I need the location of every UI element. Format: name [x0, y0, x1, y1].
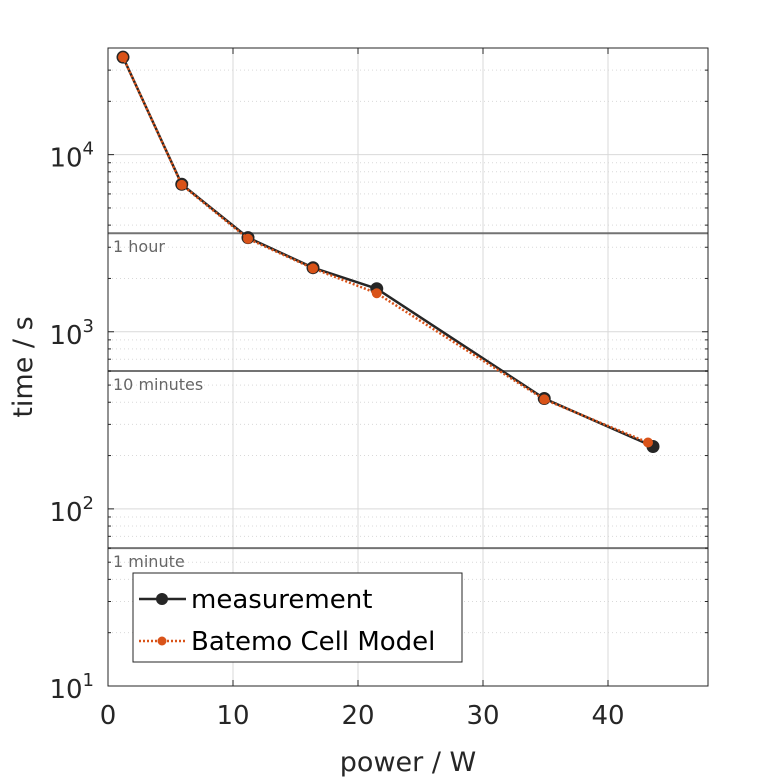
x-tick-label: 0	[100, 701, 117, 731]
legend: measurement Batemo Cell Model	[132, 572, 463, 663]
reference-line-label: 1 minute	[113, 552, 185, 571]
x-tick-label: 10	[216, 701, 249, 731]
data-point	[243, 233, 253, 244]
x-tick-label: 40	[591, 701, 624, 731]
reference-lines: 1 hour 10 minutes 1 minute	[108, 232, 708, 571]
legend-marker-model	[157, 636, 167, 646]
data-point	[643, 437, 653, 448]
data-point	[371, 288, 382, 299]
data-point	[118, 52, 128, 63]
x-axis-label: power / W	[340, 747, 476, 778]
y-tick-label: 103	[49, 316, 94, 351]
legend-label-model: Batemo Cell Model	[191, 627, 435, 657]
plot-area-frame	[107, 47, 709, 687]
data-point	[308, 263, 318, 274]
data-point	[176, 179, 187, 190]
y-tick-label: 102	[49, 493, 94, 528]
legend-box	[132, 572, 463, 663]
data-point	[539, 394, 550, 405]
reference-line-label: 1 hour	[113, 237, 165, 256]
x-tick-label: 30	[466, 701, 499, 731]
series-layer	[116, 50, 660, 454]
y-tick-label: 101	[49, 670, 94, 705]
legend-marker-measurement	[156, 593, 168, 605]
legend-label-measurement: measurement	[191, 585, 372, 615]
y-tick-label: 104	[49, 139, 94, 174]
axis-ticks: 0 10 20 30 40 101 102 103 104	[49, 47, 708, 731]
x-tick-label: 20	[341, 701, 374, 731]
y-axis-label: time / s	[8, 316, 39, 417]
series-model	[118, 52, 653, 448]
reference-line-label: 10 minutes	[113, 375, 203, 394]
